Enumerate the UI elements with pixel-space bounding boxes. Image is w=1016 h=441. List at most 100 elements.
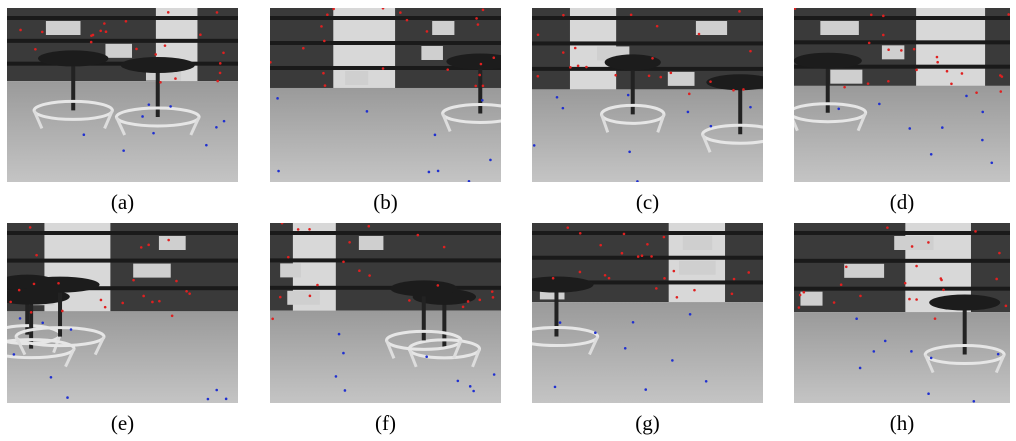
equipment: [280, 263, 301, 277]
feature-point: [171, 314, 174, 317]
feature-point: [673, 270, 676, 273]
feature-point: [887, 48, 890, 51]
feature-point: [481, 99, 484, 102]
feature-point: [1007, 13, 1010, 16]
feature-point: [57, 282, 60, 285]
feature-point: [462, 306, 465, 309]
feature-point: [663, 236, 666, 239]
feature-point: [798, 306, 801, 309]
feature-point: [222, 52, 225, 55]
feature-point: [219, 62, 222, 65]
feature-point: [940, 277, 943, 280]
photo-panel: (a): [7, 8, 238, 214]
feature-point: [749, 106, 752, 109]
shelf: [270, 286, 501, 290]
equipment: [882, 45, 904, 59]
shelf: [270, 41, 501, 45]
panel-label: (f): [270, 411, 501, 435]
feature-point: [309, 295, 312, 298]
feature-point: [132, 279, 135, 282]
feature-point: [656, 25, 659, 28]
feature-point: [627, 94, 630, 97]
equipment: [421, 46, 443, 60]
feature-point: [927, 392, 930, 395]
feature-point: [650, 255, 653, 258]
feature-point: [368, 274, 371, 277]
panel-label: (g): [532, 411, 763, 435]
feature-point: [644, 388, 647, 391]
feature-point: [965, 95, 968, 98]
feature-point: [147, 244, 150, 247]
shelf: [270, 258, 501, 262]
feature-point: [574, 47, 577, 50]
feature-point: [732, 89, 735, 92]
feature-point: [859, 367, 862, 370]
feature-point: [942, 289, 945, 292]
feature-point: [99, 29, 102, 32]
feature-point: [428, 171, 431, 174]
feature-point: [577, 64, 580, 67]
feature-point: [323, 40, 326, 43]
feature-point: [608, 277, 611, 280]
feature-point: [158, 300, 161, 303]
feature-point: [215, 389, 218, 392]
feature-point: [83, 133, 86, 136]
feature-point: [174, 77, 177, 80]
feature-point: [882, 15, 885, 18]
feature-point: [709, 80, 712, 83]
feature-point: [140, 246, 143, 249]
feature-point: [646, 243, 649, 246]
equipment: [683, 236, 712, 250]
shelf: [7, 259, 238, 263]
feature-point: [859, 295, 862, 298]
shelf: [7, 16, 238, 20]
feature-point: [324, 84, 327, 87]
feature-point: [9, 301, 12, 304]
feature-point: [637, 255, 640, 258]
feature-point: [457, 380, 460, 383]
equipment: [679, 261, 716, 275]
feature-point: [585, 66, 588, 69]
feature-point: [425, 355, 428, 358]
feature-point: [185, 290, 188, 293]
feature-point: [125, 20, 128, 23]
feature-point: [961, 72, 964, 75]
feature-point: [747, 271, 750, 274]
feature-point: [604, 274, 607, 277]
stool-seat: [121, 57, 195, 73]
feature-point: [216, 80, 219, 83]
feature-point: [434, 134, 437, 137]
feature-point: [61, 310, 64, 313]
feature-point: [287, 256, 290, 259]
feature-point: [843, 86, 846, 89]
feature-point: [915, 298, 918, 301]
shelf: [532, 16, 763, 20]
feature-point: [974, 230, 977, 233]
feature-point: [676, 296, 679, 299]
feature-point: [443, 246, 446, 249]
feature-point: [105, 30, 108, 33]
feature-point: [50, 376, 53, 379]
photo: [7, 223, 238, 403]
equipment: [359, 236, 384, 250]
feature-point: [731, 292, 734, 295]
feature-point: [225, 398, 228, 401]
feature-point: [406, 19, 409, 22]
feature-point: [492, 296, 495, 299]
feature-point: [205, 144, 208, 147]
feature-point: [628, 150, 631, 153]
shelf: [532, 256, 763, 260]
feature-point: [840, 283, 843, 286]
feature-point: [219, 72, 222, 75]
feature-point: [216, 11, 219, 14]
feature-point: [833, 301, 836, 304]
equipment: [287, 291, 320, 305]
feature-point: [135, 48, 138, 51]
feature-point: [482, 9, 485, 12]
feature-point: [749, 50, 752, 53]
feature-point: [41, 31, 44, 34]
feature-point: [478, 74, 481, 77]
panel-label: (d): [794, 190, 1010, 214]
feature-point: [950, 82, 953, 85]
stool-seat: [20, 277, 99, 293]
